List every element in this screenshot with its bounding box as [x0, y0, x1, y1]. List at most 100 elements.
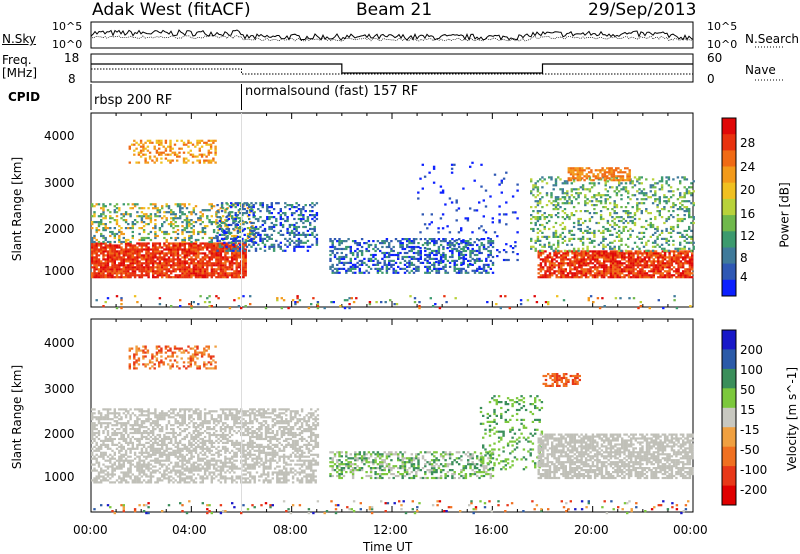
power-echo — [118, 256, 121, 259]
power-echo — [572, 206, 576, 209]
power-echo — [667, 217, 671, 221]
power-echo — [140, 217, 144, 220]
power-echo — [557, 264, 561, 267]
power-echo — [214, 145, 217, 148]
power-echo — [170, 223, 173, 226]
power-echo — [609, 264, 613, 267]
power-echo — [505, 243, 508, 246]
power-echo — [667, 239, 671, 242]
power-echo — [593, 252, 597, 255]
power-echo — [163, 256, 166, 259]
power-echo — [199, 258, 202, 261]
power-echo — [194, 274, 198, 277]
power-echo — [206, 270, 209, 273]
power-echo — [234, 241, 237, 244]
power-echo — [672, 210, 675, 213]
power-echo — [155, 151, 159, 154]
power-echo — [478, 251, 481, 255]
power-echo — [690, 235, 693, 238]
power-echo — [194, 268, 198, 271]
power-echo — [118, 240, 121, 244]
power-echo — [451, 249, 454, 253]
power-echo — [215, 223, 218, 226]
power-echo — [639, 252, 642, 255]
power-echo — [356, 247, 359, 251]
power-echo — [100, 242, 103, 245]
velocity-echo — [97, 418, 101, 421]
power-echo — [299, 239, 303, 242]
power-echo — [651, 225, 655, 229]
power-echo — [682, 266, 685, 269]
power-echo — [170, 266, 173, 269]
power-echo — [237, 256, 241, 259]
power-echo — [100, 219, 103, 222]
power-echo — [390, 240, 393, 243]
power-echo — [603, 266, 606, 269]
power-echo — [287, 307, 290, 310]
power-echo — [618, 184, 621, 187]
power-echo — [553, 264, 556, 267]
power-echo — [612, 256, 615, 259]
power-echo — [476, 267, 479, 270]
power-echo — [649, 225, 652, 229]
power-echo — [581, 177, 584, 180]
power-echo — [188, 270, 191, 273]
power-echo — [442, 240, 445, 243]
power-echo — [131, 272, 134, 275]
power-echo — [124, 276, 128, 279]
power-echo — [560, 258, 563, 261]
power-echo — [462, 259, 465, 262]
power-echo — [113, 272, 116, 275]
power-echo — [215, 272, 218, 275]
power-echo — [154, 205, 157, 208]
power-echo — [651, 233, 655, 236]
power-echo — [636, 202, 639, 205]
power-echo — [147, 272, 150, 275]
power-echo — [234, 219, 237, 223]
power-echo — [212, 157, 215, 160]
power-echo — [210, 205, 213, 208]
power-echo — [575, 260, 579, 263]
power-echo — [482, 263, 486, 266]
power-echo — [100, 213, 103, 216]
power-echo — [455, 199, 458, 202]
freq-bottom-tick: 8 — [68, 72, 76, 86]
power-echo — [612, 268, 615, 271]
power-echo — [104, 223, 107, 226]
power-echo — [100, 246, 103, 249]
power-echo — [167, 205, 171, 208]
power-echo — [446, 247, 449, 250]
power-echo — [582, 260, 585, 263]
power-echo — [347, 261, 350, 264]
power-echo — [95, 272, 98, 275]
power-echo — [237, 252, 241, 255]
power-echo — [421, 187, 424, 190]
power-echo — [243, 227, 246, 231]
power-echo — [575, 276, 579, 279]
power-echo — [575, 262, 579, 265]
power-echo — [487, 253, 490, 257]
power-echo — [367, 245, 371, 249]
power-echo — [596, 173, 600, 176]
power-echo — [205, 141, 208, 144]
power-echo — [261, 219, 264, 223]
power-echo — [170, 236, 173, 240]
power-echo — [453, 259, 456, 262]
power-echo — [136, 260, 139, 263]
power-echo — [657, 299, 660, 302]
power-echo — [570, 229, 573, 232]
power-echo — [480, 251, 483, 255]
power-echo — [231, 260, 234, 263]
power-echo — [178, 155, 181, 158]
power-echo — [444, 257, 447, 260]
power-echo — [299, 245, 303, 248]
power-echo — [613, 210, 616, 213]
power-echo — [338, 240, 341, 243]
power-echo — [672, 260, 676, 263]
power-echo — [429, 297, 432, 300]
power-echo — [428, 253, 431, 257]
power-echo — [152, 274, 155, 277]
power-echo — [645, 210, 648, 213]
power-echo — [182, 151, 186, 154]
power-echo — [216, 235, 219, 238]
